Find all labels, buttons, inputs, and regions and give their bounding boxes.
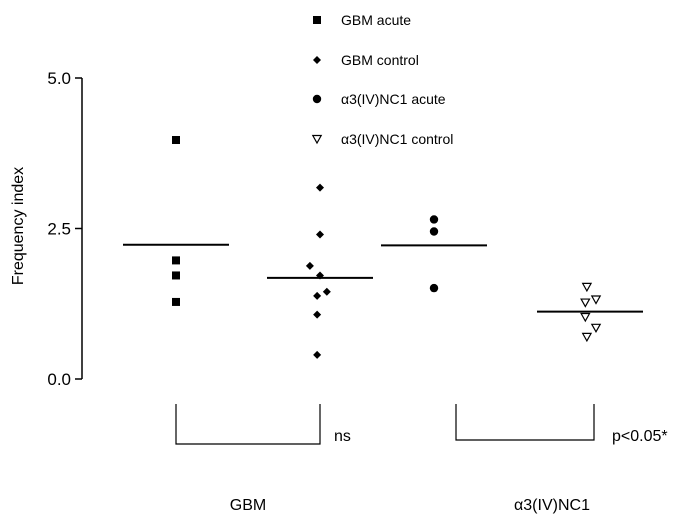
y-tick-label-0: 0.0	[47, 370, 71, 389]
y-tick-label-2: 5.0	[47, 69, 71, 88]
point-s1-2	[305, 261, 314, 270]
legend-marker-2	[312, 94, 322, 104]
point-s1-1	[316, 230, 324, 239]
comparison-brackets: ns p<0.05*	[175, 404, 668, 445]
point-s3-0	[581, 282, 593, 293]
point-s0-1	[172, 256, 180, 265]
point-s1-0	[316, 183, 324, 192]
y-axis-label: Frequency index	[10, 167, 27, 285]
point-s2-0	[429, 215, 439, 224]
point-s3-2	[590, 295, 602, 305]
point-s0-3	[172, 297, 180, 306]
legend-label-3: α3(IV)NC1 control	[341, 131, 453, 147]
mean-lines	[123, 243, 643, 313]
bracket-label-0: ns	[334, 428, 351, 445]
data-points	[172, 136, 602, 359]
point-s1-7	[313, 350, 322, 359]
point-s2-2	[429, 283, 439, 293]
group-label-0: GBM	[230, 497, 266, 514]
legend-label-1: GBM control	[341, 52, 419, 68]
bracket-0	[175, 404, 321, 445]
point-s3-1	[580, 298, 591, 308]
legend-label-2: α3(IV)NC1 acute	[341, 91, 446, 107]
point-s3-5	[581, 332, 593, 343]
group-label-1: α3(IV)NC1	[514, 497, 590, 514]
bracket-label-1: p<0.05*	[612, 428, 668, 445]
point-s1-4	[322, 287, 331, 296]
point-s3-4	[590, 323, 602, 334]
group-labels: GBM α3(IV)NC1	[230, 497, 590, 514]
point-s0-0	[172, 136, 180, 145]
point-s0-2	[172, 271, 180, 280]
legend-marker-0	[313, 16, 321, 24]
y-axis: 0.0 2.5 5.0	[47, 69, 83, 389]
legend-marker-1	[313, 56, 321, 64]
legend-marker-3	[311, 134, 323, 145]
bracket-1	[455, 404, 595, 441]
point-s1-5	[313, 291, 322, 300]
point-s1-6	[313, 310, 322, 319]
point-s3-3	[580, 312, 591, 323]
y-tick-label-1: 2.5	[47, 220, 71, 239]
legend-label-0: GBM acute	[341, 12, 411, 28]
point-s2-1	[429, 227, 439, 236]
legend: GBM acute GBM control α3(IV)NC1 acute α3(IV…	[311, 12, 453, 147]
